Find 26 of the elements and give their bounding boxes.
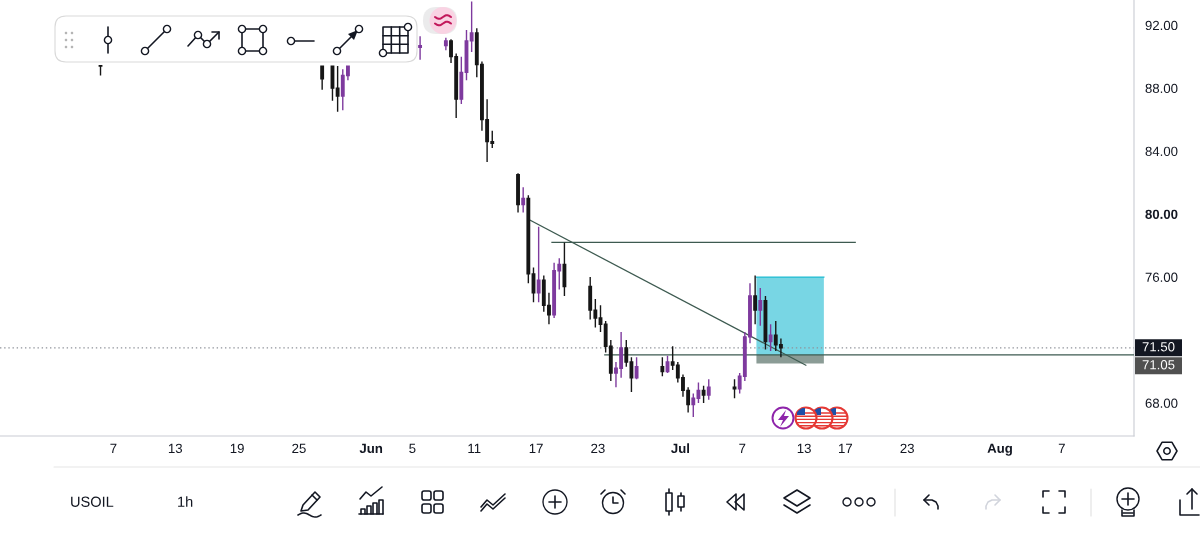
x-tick-label: 19 [230, 443, 244, 454]
x-tick-label: Jul [671, 443, 689, 454]
x-tick-label: 13 [797, 443, 811, 454]
x-tick-label: 7 [110, 443, 117, 453]
x-tick-label: 17 [839, 443, 853, 453]
y-tick-label: 80.00 [1145, 209, 1178, 219]
y-tick-label: 84.00 [1145, 146, 1178, 157]
y-tick-label: 88.00 [1145, 83, 1178, 94]
x-tick-label: 23 [900, 443, 914, 454]
x-tick-label: 17 [529, 443, 543, 453]
x-tick-label: Aug [987, 443, 1012, 456]
y-tick-label: 92.00 [1145, 20, 1178, 31]
ref-line-label: 71.50 [1142, 342, 1175, 352]
x-tick-label: 25 [292, 443, 306, 454]
x-tick-label: 5 [409, 443, 416, 454]
x-tick-label: 7 [1058, 443, 1065, 453]
x-tick-label: 7 [739, 443, 746, 453]
y-tick-label: 76.00 [1145, 272, 1178, 282]
x-tick-label: 23 [591, 443, 605, 454]
x-tick-label: Jun [359, 443, 383, 454]
x-tick-label: 13 [168, 443, 183, 454]
text: USOIL [71, 496, 114, 507]
text: 1h [178, 496, 193, 507]
data-label: 71.05 [1142, 360, 1175, 370]
x-tick-label: 11 [468, 443, 481, 453]
y-tick-label: 68.00 [1145, 398, 1178, 408]
